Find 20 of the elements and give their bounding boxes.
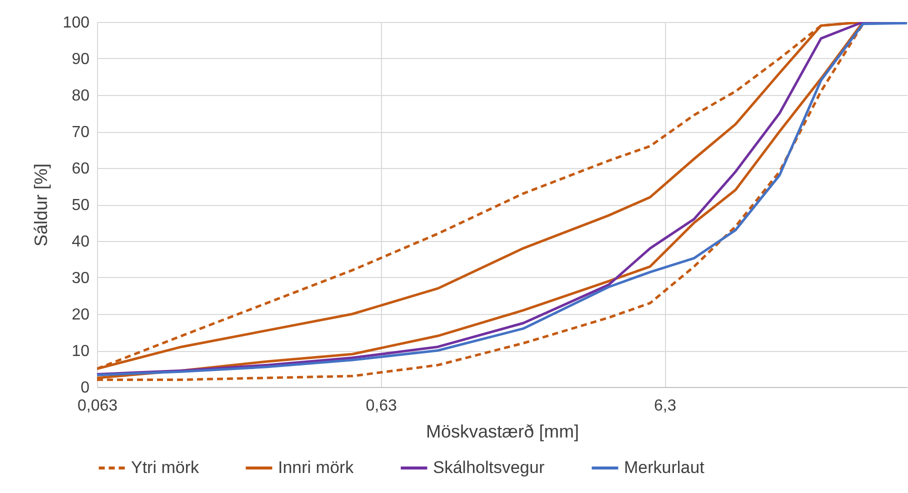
legend-label: Skálholtsvegur xyxy=(433,458,545,477)
y-tick-label: 90 xyxy=(72,51,90,68)
x-tick-label: 0,063 xyxy=(77,398,118,414)
x-tick-label: 0,63 xyxy=(366,398,397,414)
x-axis-title: Möskvastærð [mm] xyxy=(426,422,580,442)
y-tick-label: 80 xyxy=(72,88,90,104)
y-tick-label: 30 xyxy=(72,270,90,287)
legend-label: Merkurlaut xyxy=(624,458,705,477)
x-tick-label: 6,3 xyxy=(654,398,676,414)
y-tick-label: 50 xyxy=(72,197,90,214)
y-tick-label: 70 xyxy=(72,124,90,141)
y-tick-label: 60 xyxy=(72,160,90,178)
y-tick-label: 0 xyxy=(80,380,90,396)
legend-label: Ytri mörk xyxy=(131,458,200,477)
y-tick-label: 40 xyxy=(72,234,90,250)
y-axis-title: Sáldur [%] xyxy=(30,163,51,247)
y-tick-label: 100 xyxy=(62,14,90,32)
y-tick-label: 20 xyxy=(72,306,90,324)
legend-label: Innri mörk xyxy=(278,458,354,477)
y-tick-label: 10 xyxy=(72,343,90,360)
